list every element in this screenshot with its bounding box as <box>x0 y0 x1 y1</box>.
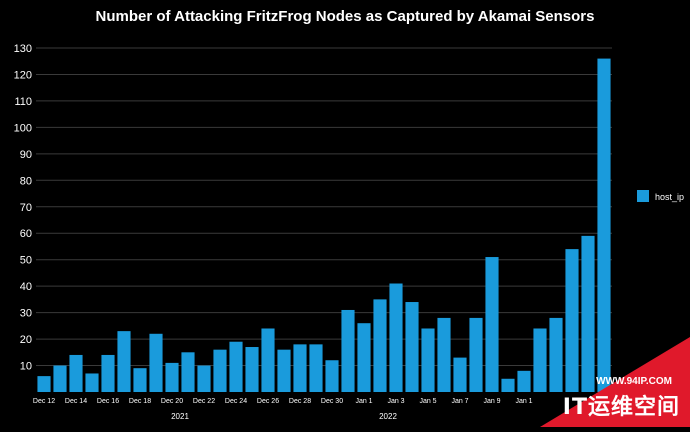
y-axis-ticks: 10 20 30 40 50 60 70 80 90 100 110 120 130 <box>14 43 32 373</box>
y-tick-label: 130 <box>14 43 32 55</box>
bar <box>469 317 483 392</box>
bar <box>213 349 227 392</box>
year-label: 2021 <box>171 412 189 421</box>
y-tick-label: 30 <box>20 308 32 320</box>
watermark-url: WWW.94IP.COM <box>596 376 672 387</box>
y-tick-label: 10 <box>20 361 32 373</box>
chart-title: Number of Attacking FritzFrog Nodes as C… <box>95 8 595 25</box>
x-tick-label: Jan 1 <box>355 398 372 405</box>
bar <box>565 249 579 392</box>
bar <box>261 328 275 392</box>
y-tick-label: 40 <box>20 281 32 293</box>
x-tick-label: Dec 28 <box>289 398 311 405</box>
x-tick-label: Dec 12 <box>33 398 55 405</box>
x-tick-label: Dec 16 <box>97 398 119 405</box>
bar <box>245 347 259 392</box>
bar <box>405 302 419 392</box>
y-tick-label: 110 <box>14 96 32 108</box>
bar <box>229 341 243 392</box>
legend-swatch-host-ip <box>637 190 649 202</box>
bar <box>101 354 115 392</box>
bar <box>165 362 179 392</box>
bar <box>133 368 147 392</box>
x-tick-label: Dec 18 <box>129 398 151 405</box>
x-tick-label: Dec 20 <box>161 398 183 405</box>
x-tick-label: Dec 24 <box>225 398 247 405</box>
x-tick-label: Dec 14 <box>65 398 87 405</box>
bar <box>501 378 515 392</box>
y-tick-label: 90 <box>20 149 32 161</box>
bar <box>437 317 451 392</box>
y-tick-label: 100 <box>14 122 32 134</box>
year-labels: 2021 2022 <box>171 412 397 421</box>
bar <box>581 235 595 392</box>
bar <box>325 360 339 392</box>
bar <box>85 373 99 392</box>
bar <box>53 365 67 392</box>
bar <box>181 352 195 392</box>
x-tick-label: Jan 5 <box>419 398 436 405</box>
bar <box>533 328 547 392</box>
x-tick-label: Jan 9 <box>483 398 500 405</box>
year-label: 2022 <box>379 412 397 421</box>
bar <box>69 354 83 392</box>
watermark-text: IT运维空间 <box>562 395 680 420</box>
bar <box>357 323 371 392</box>
bar <box>453 357 467 392</box>
bar <box>293 344 307 392</box>
y-tick-label: 50 <box>20 255 32 267</box>
bar <box>149 333 163 392</box>
x-axis-ticks: Dec 12 Dec 14 Dec 16 Dec 18 Dec 20 Dec 22 Dec … <box>33 398 533 405</box>
bar <box>549 317 563 392</box>
y-tick-label: 80 <box>20 175 32 187</box>
x-tick-label: Jan 3 <box>387 398 404 405</box>
bar <box>37 376 51 392</box>
legend: host_ip <box>637 190 684 202</box>
bar <box>485 257 499 392</box>
x-tick-label: Dec 26 <box>257 398 279 405</box>
bar <box>389 283 403 392</box>
y-tick-label: 60 <box>20 228 32 240</box>
y-tick-label: 20 <box>20 334 32 346</box>
watermark-shape <box>540 337 690 427</box>
bar <box>197 365 211 392</box>
bar <box>373 299 387 392</box>
bar <box>309 344 323 392</box>
legend-label-host-ip: host_ip <box>655 192 684 202</box>
bar <box>117 331 131 392</box>
gridlines <box>36 47 612 367</box>
bars <box>37 58 611 392</box>
bar <box>421 328 435 392</box>
bar <box>341 309 355 392</box>
x-tick-label: Dec 30 <box>321 398 343 405</box>
x-tick-label: Dec 22 <box>193 398 215 405</box>
y-tick-label: 70 <box>20 202 32 214</box>
bar <box>597 58 611 392</box>
x-tick-label: Jan 7 <box>451 398 468 405</box>
bar <box>517 370 531 392</box>
x-tick-label: Jan 1 <box>515 398 532 405</box>
bar <box>277 349 291 392</box>
watermark: WWW.94IP.COM IT运维空间 <box>520 337 690 427</box>
y-tick-label: 120 <box>14 69 32 81</box>
